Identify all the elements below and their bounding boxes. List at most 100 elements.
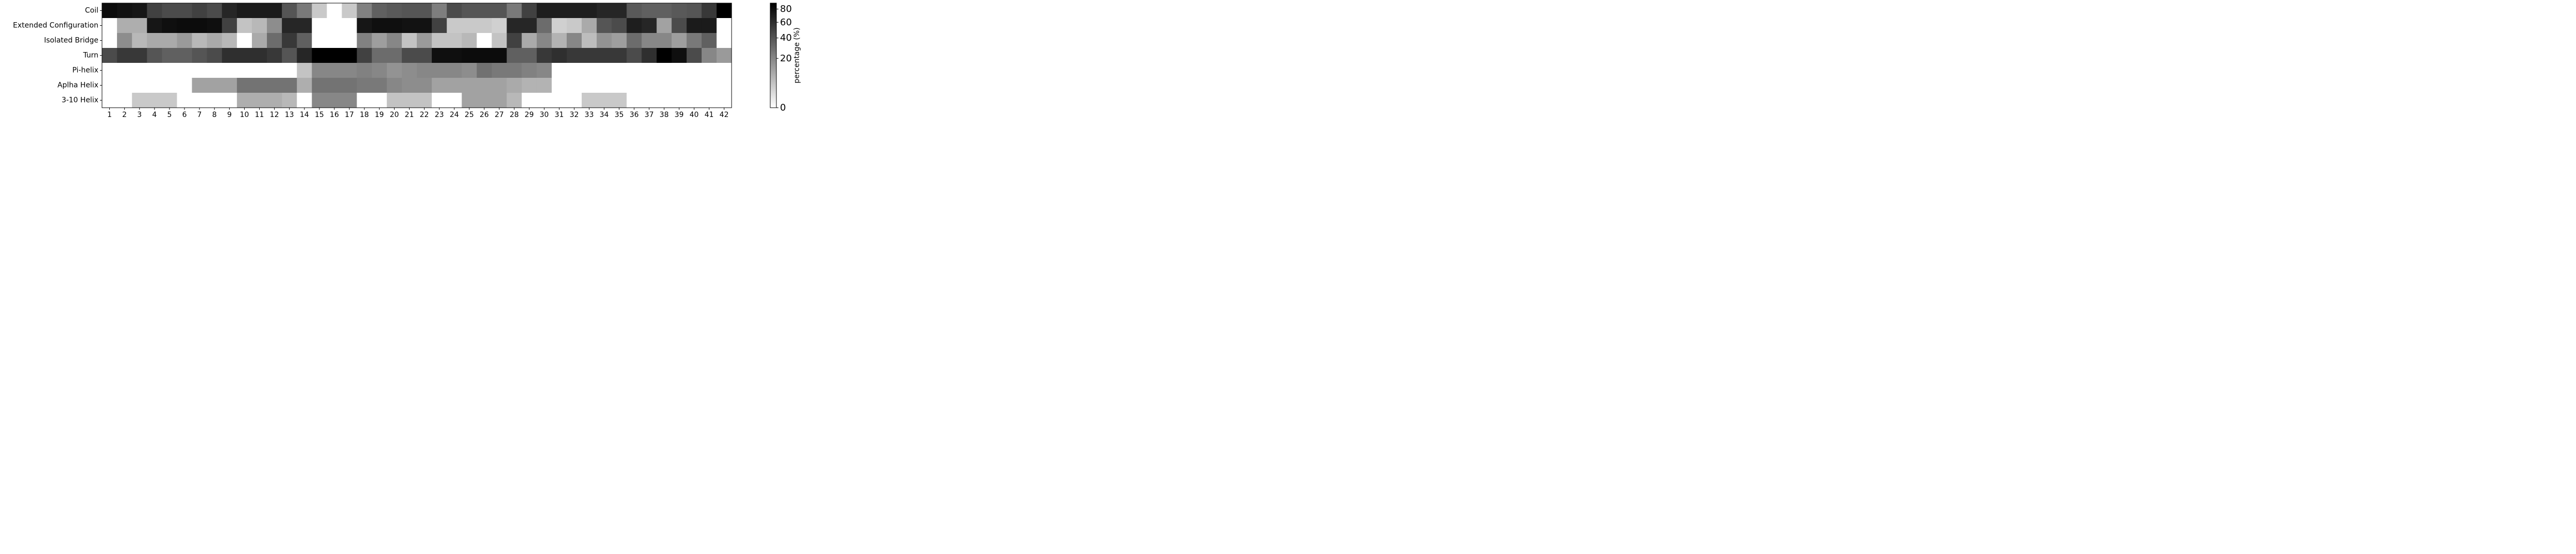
- heatmap-cell: [236, 78, 252, 93]
- heatmap-cell: [207, 48, 223, 63]
- heatmap-cell: [371, 18, 387, 33]
- heatmap-cell: [401, 3, 417, 19]
- colorbar-ticks: 0 20 40 60 80: [776, 4, 792, 113]
- column-label: 37: [645, 111, 654, 119]
- heatmap-cell: [401, 78, 417, 93]
- heatmap-cell: [686, 3, 702, 19]
- heatmap-cell: [282, 93, 297, 108]
- heatmap-cell: [327, 18, 342, 33]
- heatmap-cell: [386, 18, 402, 33]
- colorbar-label: percentage (%): [793, 27, 801, 83]
- heatmap-cell: [251, 78, 267, 93]
- heatmap-cell: [327, 3, 342, 19]
- heatmap-cell: [401, 48, 417, 63]
- heatmap-cell: [492, 3, 507, 19]
- heatmap-cell: [462, 3, 477, 19]
- heatmap-cell: [536, 93, 552, 108]
- heatmap-cell: [117, 93, 132, 108]
- heatmap-cell: [432, 63, 447, 78]
- heatmap-cell: [251, 63, 267, 78]
- heatmap-cell: [641, 78, 657, 93]
- heatmap-cell: [447, 18, 462, 33]
- heatmap-cell: [656, 48, 672, 63]
- heatmap-cell: [536, 63, 552, 78]
- heatmap-cell: [327, 63, 342, 78]
- column-label: 2: [122, 111, 127, 119]
- heatmap-cell: [686, 48, 702, 63]
- heatmap-cell: [327, 48, 342, 63]
- heatmap-cell: [282, 33, 297, 48]
- column-label: 16: [330, 111, 339, 119]
- heatmap-cell: [297, 48, 312, 63]
- heatmap-cell: [656, 3, 672, 19]
- heatmap-cell: [132, 33, 147, 48]
- heatmap-cell: [417, 33, 432, 48]
- heatmap-cell: [626, 18, 642, 33]
- heatmap-cell: [671, 33, 687, 48]
- column-label: 21: [405, 111, 414, 119]
- heatmap-cell: [686, 33, 702, 48]
- heatmap-cell: [297, 3, 312, 19]
- heatmap-cell: [566, 48, 582, 63]
- heatmap-cell: [671, 78, 687, 93]
- heatmap-cell: [432, 3, 447, 19]
- column-label: 20: [389, 111, 399, 119]
- heatmap-cell: [447, 3, 462, 19]
- heatmap-cell: [117, 18, 132, 33]
- heatmap-cell: [357, 78, 372, 93]
- heatmap-cell: [192, 93, 208, 108]
- heatmap-cell: [582, 78, 597, 93]
- heatmap-cell: [207, 3, 223, 19]
- heatmap-cell: [251, 93, 267, 108]
- heatmap-cell: [566, 18, 582, 33]
- heatmap-figure: Coil Extended Configuration Isolated Bridg…: [0, 0, 808, 121]
- heatmap-cell: [716, 33, 732, 48]
- heatmap-cell: [641, 93, 657, 108]
- heatmap-cell: [177, 63, 192, 78]
- row-label: Turn: [82, 52, 98, 60]
- heatmap-cell: [447, 78, 462, 93]
- heatmap-cell: [492, 18, 507, 33]
- heatmap-cell: [566, 78, 582, 93]
- heatmap-cell: [701, 78, 717, 93]
- column-label: 38: [659, 111, 669, 119]
- heatmap-cell: [641, 3, 657, 19]
- column-label: 32: [570, 111, 579, 119]
- column-label: 4: [152, 111, 157, 119]
- heatmap-cell: [462, 63, 477, 78]
- row-label: 3-10 Helix: [62, 96, 98, 105]
- heatmap-cell: [147, 93, 162, 108]
- heatmap-cell: [612, 78, 627, 93]
- heatmap-cell: [656, 18, 672, 33]
- column-label: 15: [315, 111, 324, 119]
- heatmap-cell: [417, 63, 432, 78]
- heatmap-cell: [462, 93, 477, 108]
- column-label: 34: [600, 111, 609, 119]
- heatmap-cell: [236, 63, 252, 78]
- heatmap-cells: [102, 3, 732, 108]
- row-label: Coil: [85, 7, 98, 15]
- heatmap-cell: [117, 63, 132, 78]
- heatmap-cell: [716, 3, 732, 19]
- heatmap-cell: [701, 3, 717, 19]
- column-label: 42: [720, 111, 729, 119]
- heatmap-cell: [551, 3, 567, 19]
- heatmap-cell: [282, 78, 297, 93]
- heatmap-cell: [626, 3, 642, 19]
- heatmap-cell: [102, 33, 117, 48]
- heatmap-cell: [506, 93, 522, 108]
- heatmap-cell: [162, 63, 177, 78]
- heatmap-cell: [236, 33, 252, 48]
- heatmap-cell: [207, 33, 223, 48]
- heatmap-cell: [267, 93, 282, 108]
- column-label: 8: [212, 111, 217, 119]
- heatmap-cell: [236, 3, 252, 19]
- heatmap-cell: [686, 63, 702, 78]
- heatmap-cell: [716, 78, 732, 93]
- heatmap-cell: [357, 18, 372, 33]
- heatmap-cell: [357, 93, 372, 108]
- heatmap-cell: [417, 93, 432, 108]
- heatmap-cell: [462, 33, 477, 48]
- heatmap-cell: [671, 3, 687, 19]
- heatmap-cell: [132, 3, 147, 19]
